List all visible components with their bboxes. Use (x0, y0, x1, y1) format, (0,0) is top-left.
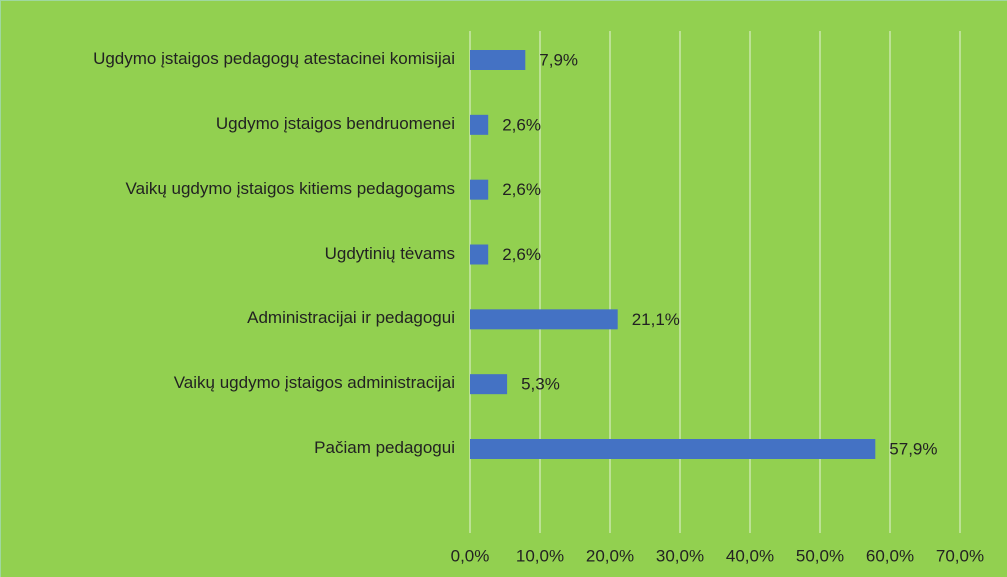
category-text: Ugdytinių tėvams (324, 243, 455, 263)
category-text: Administracijai ir pedagogui (247, 308, 455, 328)
category-text: Pačiam pedagogui (314, 438, 455, 457)
bar (470, 179, 489, 200)
x-tick-label: 30,0% (656, 546, 704, 565)
x-tick-label: 10,0% (516, 546, 564, 565)
x-tick-label: 70,0% (936, 546, 984, 565)
category-label: Vaikų ugdymo įstaigos kitiems pedagogams (55, 178, 455, 200)
value-label: 57,9% (889, 439, 937, 458)
category-label: Ugdytinių tėvams (55, 243, 455, 265)
value-label: 2,6% (502, 115, 541, 134)
x-tick-label: 20,0% (586, 546, 634, 565)
bar (470, 244, 489, 265)
category-label: Pačiam pedagogui (55, 437, 455, 459)
x-tick-label: 60,0% (866, 546, 914, 565)
x-tick-label: 50,0% (796, 546, 844, 565)
value-label: 7,9% (539, 50, 578, 69)
category-text: Ugdymo įstaigos pedagogų atestacinei kom… (93, 49, 455, 68)
value-label: 5,3% (521, 375, 560, 394)
value-label: 21,1% (632, 310, 680, 329)
category-label: Administracijai ir pedagogui (55, 307, 455, 329)
bar (470, 309, 618, 330)
category-text: Vaikų ugdymo įstaigos kitiems pedagogams (125, 178, 455, 198)
bar (470, 50, 526, 70)
x-tick-label: 40,0% (726, 546, 774, 565)
value-label: 2,6% (502, 180, 541, 199)
category-text: Vaikų ugdymo įstaigos administracijai (173, 373, 455, 393)
value-label: 2,6% (502, 245, 541, 264)
category-label: Ugdymo įstaigos bendruomenei (55, 113, 455, 135)
category-text: Ugdymo įstaigos bendruomenei (215, 113, 455, 133)
x-tick-label: 0,0% (451, 546, 490, 565)
bar (470, 114, 489, 135)
category-label: Ugdymo įstaigos pedagogų atestacinei kom… (55, 48, 455, 70)
bar (470, 439, 876, 459)
bar (470, 374, 508, 395)
category-label: Vaikų ugdymo įstaigos administracijai (55, 372, 455, 394)
